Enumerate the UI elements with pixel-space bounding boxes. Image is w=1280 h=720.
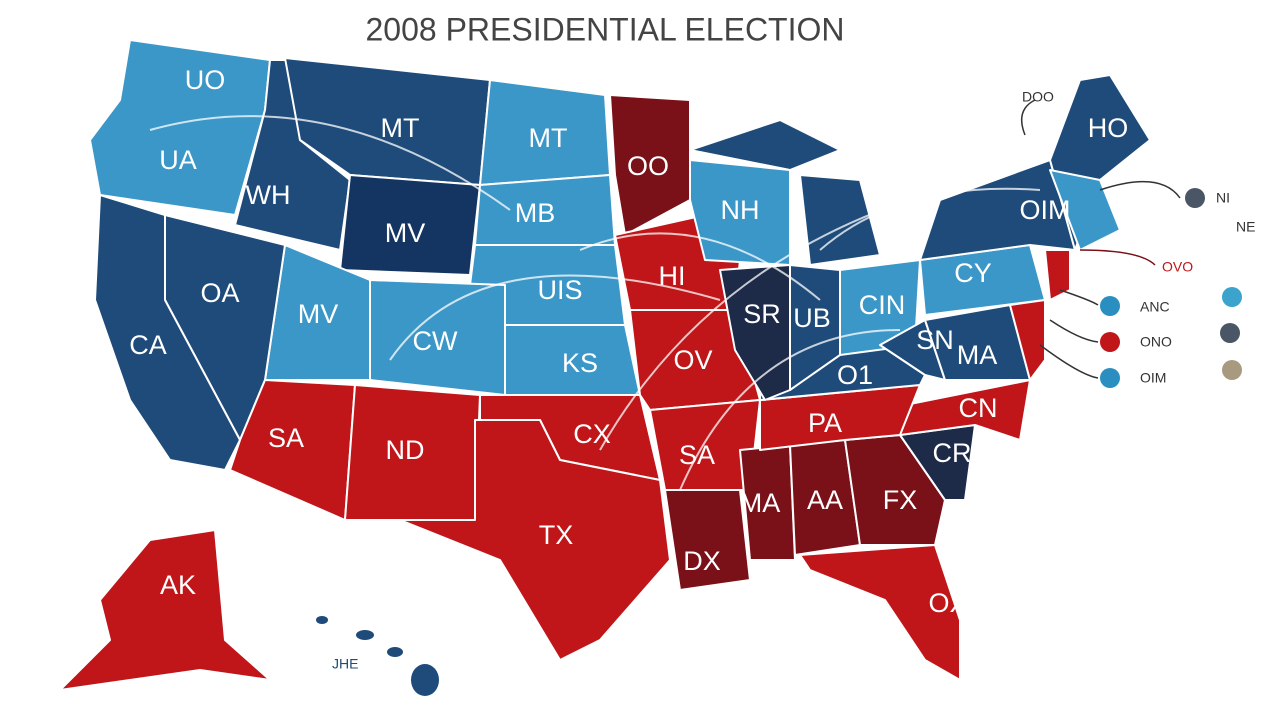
state-label: CIN [859,290,906,320]
state-label: OV [673,345,712,375]
state-label: CX [573,419,611,449]
state [719,264,791,401]
state [399,419,671,661]
state-label: CY [954,258,992,288]
state-labels: UO UA MT WH MV MT MB OO NH HO OIM CA OA … [129,65,1128,618]
state-label: SA [679,440,715,470]
state-label: MT [529,123,568,153]
state [919,159,1076,261]
arc [819,187,1041,251]
state-label: CA [129,330,167,360]
state-label: AA [807,485,843,515]
state [689,159,791,266]
leader-line [1039,289,1099,379]
state [689,119,841,171]
legend-swatch [1100,296,1120,316]
legend-label: ONO [1140,334,1172,350]
legend-swatch [1222,360,1242,380]
state-label: OIM [1020,195,1071,225]
leader-line [1020,99,1036,136]
annotation: NI [1216,190,1230,206]
state [609,94,691,236]
island [411,664,439,696]
state-label: FX [883,485,918,515]
state-label: WH [246,180,291,210]
state-label: UA [159,145,197,175]
state-label: SN [916,325,954,355]
state-label: MV [298,299,339,329]
state-label: MA [740,488,781,518]
state [229,379,356,521]
legend-label: OIM [1140,370,1166,386]
state-label: HO [1088,113,1129,143]
legend-label: ANC [1140,299,1170,315]
state [94,194,241,471]
state-label: CW [413,326,458,356]
arc [599,179,981,451]
annotations: DOO NI NE OVO JHE [332,89,1255,672]
state [1044,249,1071,301]
state [339,174,481,276]
states [59,39,1151,696]
state [799,174,881,266]
state-label: OO [627,151,669,181]
state-label: DX [683,546,721,576]
state-label: HI [659,261,686,291]
state-label: MB [515,198,556,228]
state-label: NH [721,195,760,225]
state [89,39,271,216]
marker [1185,188,1205,208]
arc [579,232,821,301]
arc [149,115,511,211]
legend-swatch [1222,287,1242,307]
state [1009,299,1046,381]
annotation: OVO [1162,259,1193,275]
legend-swatch [1100,332,1120,352]
leader-line [1099,180,1181,199]
state-label: CR [933,438,972,468]
state [1049,169,1121,251]
state-label: MV [385,218,426,248]
state-label: SA [268,423,304,453]
state [59,529,271,691]
island [316,616,328,624]
state-label: OA [200,278,239,308]
leader-line [1079,249,1156,266]
state-label: CN [959,393,998,423]
state-label: O1 [837,360,873,390]
state-label: UB [793,303,831,333]
state-label: TX [539,520,574,550]
arc [389,274,721,361]
arc [679,329,901,491]
state-label: MT [381,113,420,143]
state [664,489,751,591]
legend: ANC ONO OIM [1039,287,1242,388]
state-label: ND [386,435,425,465]
annotation: DOO [1022,89,1054,105]
island [356,630,374,640]
state-label: SR [743,299,781,329]
legend-swatch [1220,323,1240,343]
arcs [149,115,1041,491]
island [387,647,403,657]
legend-swatch [1100,368,1120,388]
map-title: 2008 PRESIDENTIAL ELECTION [366,11,845,47]
state-label: UIS [537,275,582,305]
state [799,544,961,681]
state-label: MA [957,340,998,370]
annotation: NE [1236,219,1255,235]
state-label: UO [185,65,226,95]
state-label: PA [808,408,842,438]
annotation: JHE [332,656,358,672]
state-label: OX [928,588,967,618]
state-label: KS [562,348,598,378]
state-label: AK [160,570,196,600]
